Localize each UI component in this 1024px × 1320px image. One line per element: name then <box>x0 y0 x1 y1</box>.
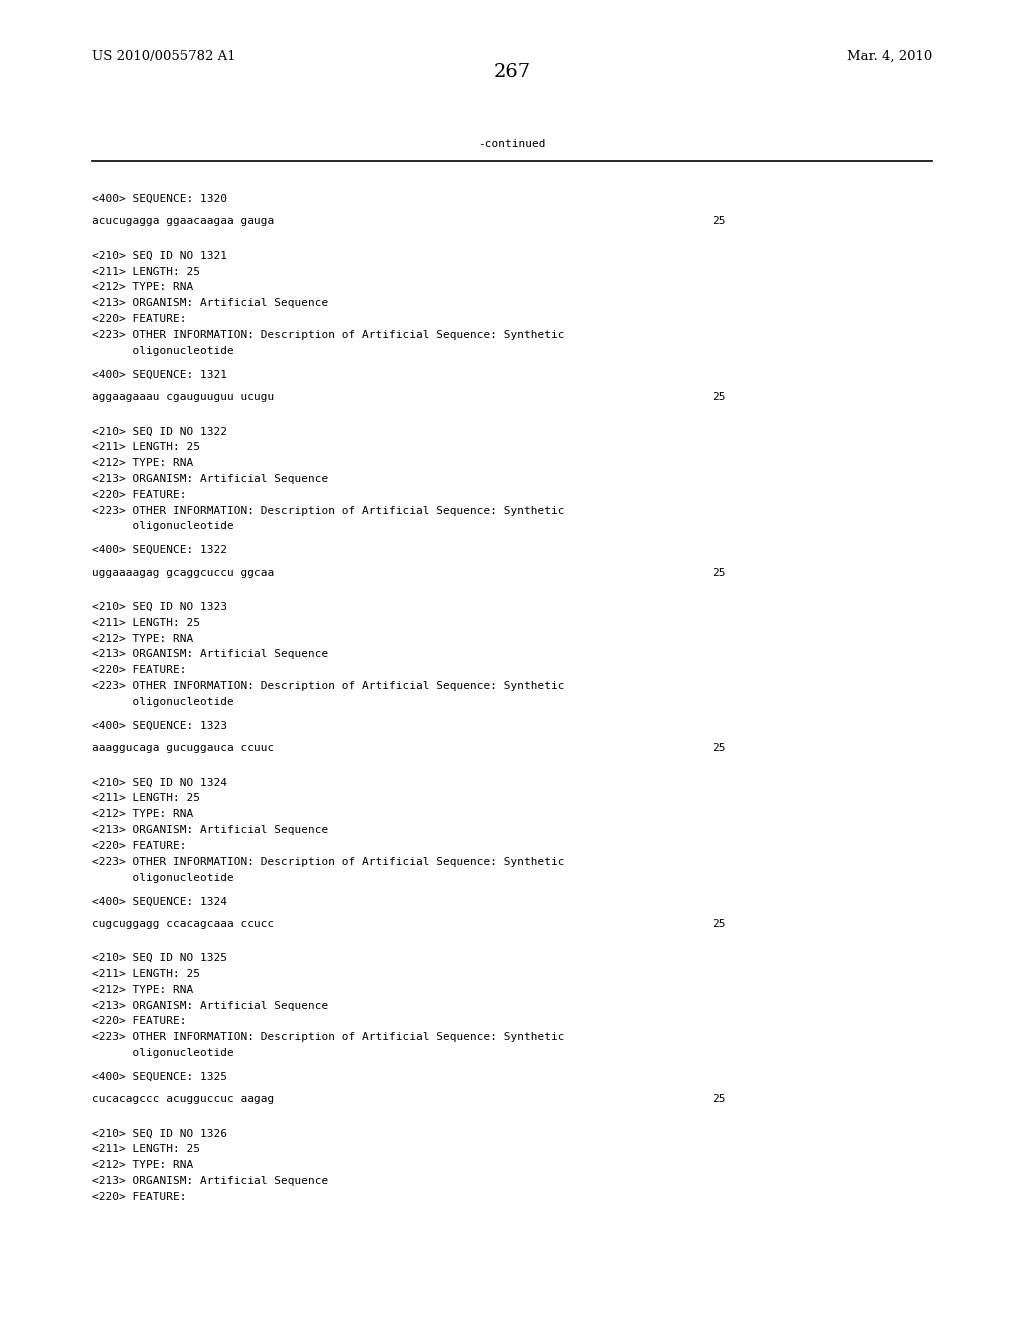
Text: <211> LENGTH: 25: <211> LENGTH: 25 <box>92 442 200 453</box>
Text: -continued: -continued <box>478 139 546 149</box>
Text: <212> TYPE: RNA: <212> TYPE: RNA <box>92 634 194 644</box>
Text: oligonucleotide: oligonucleotide <box>92 873 233 883</box>
Text: <220> FEATURE:: <220> FEATURE: <box>92 1192 186 1203</box>
Text: 25: 25 <box>712 568 725 578</box>
Text: <210> SEQ ID NO 1323: <210> SEQ ID NO 1323 <box>92 602 227 612</box>
Text: <211> LENGTH: 25: <211> LENGTH: 25 <box>92 1144 200 1155</box>
Text: aggaagaaau cgauguuguu ucugu: aggaagaaau cgauguuguu ucugu <box>92 392 274 403</box>
Text: cugcuggagg ccacagcaaa ccucc: cugcuggagg ccacagcaaa ccucc <box>92 919 274 929</box>
Text: <223> OTHER INFORMATION: Description of Artificial Sequence: Synthetic: <223> OTHER INFORMATION: Description of … <box>92 1032 564 1043</box>
Text: <210> SEQ ID NO 1322: <210> SEQ ID NO 1322 <box>92 426 227 437</box>
Text: <400> SEQUENCE: 1321: <400> SEQUENCE: 1321 <box>92 370 227 380</box>
Text: 25: 25 <box>712 919 725 929</box>
Text: US 2010/0055782 A1: US 2010/0055782 A1 <box>92 50 236 63</box>
Text: oligonucleotide: oligonucleotide <box>92 1048 233 1059</box>
Text: 25: 25 <box>712 743 725 754</box>
Text: <212> TYPE: RNA: <212> TYPE: RNA <box>92 458 194 469</box>
Text: uggaaaagag gcaggcuccu ggcaa: uggaaaagag gcaggcuccu ggcaa <box>92 568 274 578</box>
Text: <213> ORGANISM: Artificial Sequence: <213> ORGANISM: Artificial Sequence <box>92 825 329 836</box>
Text: <211> LENGTH: 25: <211> LENGTH: 25 <box>92 267 200 277</box>
Text: <220> FEATURE:: <220> FEATURE: <box>92 314 186 325</box>
Text: aaaggucaga gucuggauca ccuuc: aaaggucaga gucuggauca ccuuc <box>92 743 274 754</box>
Text: <400> SEQUENCE: 1324: <400> SEQUENCE: 1324 <box>92 896 227 907</box>
Text: <213> ORGANISM: Artificial Sequence: <213> ORGANISM: Artificial Sequence <box>92 649 329 660</box>
Text: <212> TYPE: RNA: <212> TYPE: RNA <box>92 985 194 995</box>
Text: <400> SEQUENCE: 1325: <400> SEQUENCE: 1325 <box>92 1072 227 1082</box>
Text: <220> FEATURE:: <220> FEATURE: <box>92 1016 186 1027</box>
Text: <223> OTHER INFORMATION: Description of Artificial Sequence: Synthetic: <223> OTHER INFORMATION: Description of … <box>92 330 564 341</box>
Text: 25: 25 <box>712 1094 725 1105</box>
Text: <223> OTHER INFORMATION: Description of Artificial Sequence: Synthetic: <223> OTHER INFORMATION: Description of … <box>92 857 564 867</box>
Text: oligonucleotide: oligonucleotide <box>92 521 233 532</box>
Text: <212> TYPE: RNA: <212> TYPE: RNA <box>92 1160 194 1171</box>
Text: <223> OTHER INFORMATION: Description of Artificial Sequence: Synthetic: <223> OTHER INFORMATION: Description of … <box>92 681 564 692</box>
Text: <212> TYPE: RNA: <212> TYPE: RNA <box>92 282 194 293</box>
Text: <400> SEQUENCE: 1323: <400> SEQUENCE: 1323 <box>92 721 227 731</box>
Text: Mar. 4, 2010: Mar. 4, 2010 <box>847 50 932 63</box>
Text: <400> SEQUENCE: 1320: <400> SEQUENCE: 1320 <box>92 194 227 205</box>
Text: <211> LENGTH: 25: <211> LENGTH: 25 <box>92 793 200 804</box>
Text: <213> ORGANISM: Artificial Sequence: <213> ORGANISM: Artificial Sequence <box>92 298 329 309</box>
Text: <211> LENGTH: 25: <211> LENGTH: 25 <box>92 618 200 628</box>
Text: <213> ORGANISM: Artificial Sequence: <213> ORGANISM: Artificial Sequence <box>92 474 329 484</box>
Text: <210> SEQ ID NO 1325: <210> SEQ ID NO 1325 <box>92 953 227 964</box>
Text: <210> SEQ ID NO 1324: <210> SEQ ID NO 1324 <box>92 777 227 788</box>
Text: <211> LENGTH: 25: <211> LENGTH: 25 <box>92 969 200 979</box>
Text: <220> FEATURE:: <220> FEATURE: <box>92 665 186 676</box>
Text: <220> FEATURE:: <220> FEATURE: <box>92 841 186 851</box>
Text: <210> SEQ ID NO 1321: <210> SEQ ID NO 1321 <box>92 251 227 261</box>
Text: <212> TYPE: RNA: <212> TYPE: RNA <box>92 809 194 820</box>
Text: <223> OTHER INFORMATION: Description of Artificial Sequence: Synthetic: <223> OTHER INFORMATION: Description of … <box>92 506 564 516</box>
Text: acucugagga ggaacaagaa gauga: acucugagga ggaacaagaa gauga <box>92 216 274 227</box>
Text: <210> SEQ ID NO 1326: <210> SEQ ID NO 1326 <box>92 1129 227 1139</box>
Text: <213> ORGANISM: Artificial Sequence: <213> ORGANISM: Artificial Sequence <box>92 1176 329 1187</box>
Text: <213> ORGANISM: Artificial Sequence: <213> ORGANISM: Artificial Sequence <box>92 1001 329 1011</box>
Text: 267: 267 <box>494 63 530 82</box>
Text: <220> FEATURE:: <220> FEATURE: <box>92 490 186 500</box>
Text: oligonucleotide: oligonucleotide <box>92 697 233 708</box>
Text: 25: 25 <box>712 392 725 403</box>
Text: oligonucleotide: oligonucleotide <box>92 346 233 356</box>
Text: cucacagccc acugguccuc aagag: cucacagccc acugguccuc aagag <box>92 1094 274 1105</box>
Text: 25: 25 <box>712 216 725 227</box>
Text: <400> SEQUENCE: 1322: <400> SEQUENCE: 1322 <box>92 545 227 556</box>
